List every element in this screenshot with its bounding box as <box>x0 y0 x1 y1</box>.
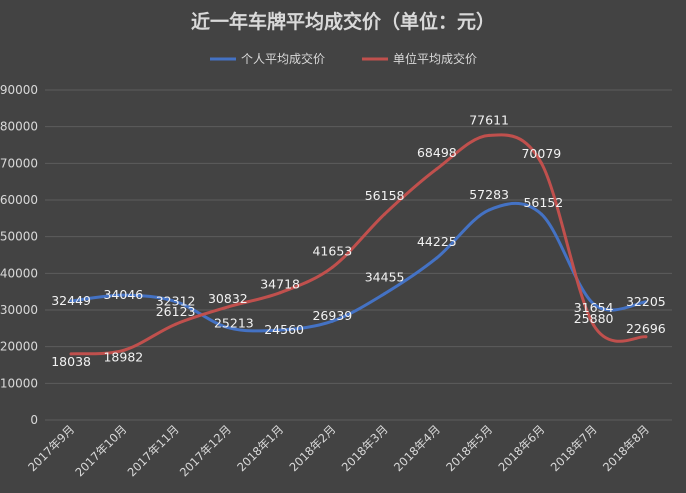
x-tick-label: 2018年5月 <box>443 422 495 474</box>
data-point <box>278 291 282 295</box>
x-tick-label: 2018年7月 <box>548 422 600 474</box>
data-point <box>330 265 334 269</box>
data-point <box>121 348 125 352</box>
data-point <box>226 326 230 330</box>
data-label: 44225 <box>417 234 457 249</box>
x-tick-label: 2018年1月 <box>234 422 286 474</box>
data-point <box>539 161 543 165</box>
data-point <box>226 305 230 309</box>
data-point <box>435 256 439 260</box>
y-tick-label: 50000 <box>0 230 38 244</box>
data-label: 31654 <box>574 300 614 315</box>
data-label: 30832 <box>208 291 248 306</box>
y-tick-label: 0 <box>30 413 38 427</box>
data-label: 25213 <box>214 316 254 331</box>
data-label: 32449 <box>51 293 91 308</box>
data-label: 24560 <box>264 322 304 337</box>
data-point <box>69 299 73 303</box>
y-tick-label: 30000 <box>0 303 38 317</box>
x-tick-label: 2018年6月 <box>495 422 547 474</box>
gridlines <box>45 89 672 421</box>
data-point <box>487 208 491 212</box>
y-axis: 0 10000 20000 30000 40000 50000 60000 70000 8000… <box>0 83 38 427</box>
chart-title: 近一年车牌平均成交价（单位：元） <box>191 10 495 33</box>
x-tick-label: 2018年8月 <box>600 422 652 474</box>
data-label: 57283 <box>469 187 509 202</box>
data-point <box>121 293 125 297</box>
series-layer <box>69 133 648 356</box>
data-label: 26123 <box>156 304 196 319</box>
data-label: 34455 <box>365 270 405 285</box>
data-label: 25880 <box>574 311 614 326</box>
data-point <box>592 323 596 327</box>
data-label: 22696 <box>626 321 666 336</box>
y-tick-label: 80000 <box>0 120 38 134</box>
x-tick-label: 2017年10月 <box>72 422 129 479</box>
data-label: 41653 <box>312 243 352 258</box>
data-point <box>435 167 439 171</box>
data-point <box>330 319 334 323</box>
data-point <box>539 212 543 216</box>
data-point <box>174 322 178 326</box>
data-point <box>644 335 648 339</box>
x-tick-label: 2018年3月 <box>339 422 391 474</box>
x-tick-label: 2017年12月 <box>177 422 234 479</box>
x-tick-label: 2018年2月 <box>286 422 338 474</box>
data-point <box>174 300 178 304</box>
legend: 个人平均成交价 单位平均成交价 <box>210 51 477 66</box>
y-tick-label: 10000 <box>0 376 38 390</box>
data-point <box>69 352 73 356</box>
y-tick-label: 70000 <box>0 156 38 170</box>
y-tick-label: 60000 <box>0 193 38 207</box>
x-tick-label: 2018年4月 <box>391 422 443 474</box>
y-tick-label: 20000 <box>0 340 38 354</box>
data-label: 18038 <box>51 354 91 369</box>
data-point <box>383 212 387 216</box>
data-labels: 32449 34046 32312 25213 24560 26939 34455 44225… <box>51 112 666 368</box>
data-label: 18982 <box>103 349 143 364</box>
y-tick-label: 40000 <box>0 266 38 280</box>
data-label: 34046 <box>103 287 143 302</box>
data-point <box>644 300 648 304</box>
data-label: 34718 <box>260 277 300 292</box>
data-point <box>383 292 387 296</box>
legend-label-personal: 个人平均成交价 <box>241 51 325 66</box>
data-label: 70079 <box>521 146 561 161</box>
data-label: 56158 <box>365 188 405 203</box>
data-label: 32312 <box>156 294 196 309</box>
x-tick-label: 2017年9月 <box>25 422 77 474</box>
y-tick-label: 90000 <box>0 83 38 97</box>
data-label: 26939 <box>312 308 352 323</box>
data-point <box>487 133 491 137</box>
data-label: 77611 <box>469 112 509 127</box>
data-label: 68498 <box>417 145 457 160</box>
data-label: 32205 <box>626 294 666 309</box>
data-point <box>592 302 596 306</box>
x-tick-label: 2017年11月 <box>125 422 182 479</box>
data-point <box>278 328 282 332</box>
data-label: 56152 <box>523 195 563 210</box>
legend-label-unit: 单位平均成交价 <box>393 51 477 66</box>
